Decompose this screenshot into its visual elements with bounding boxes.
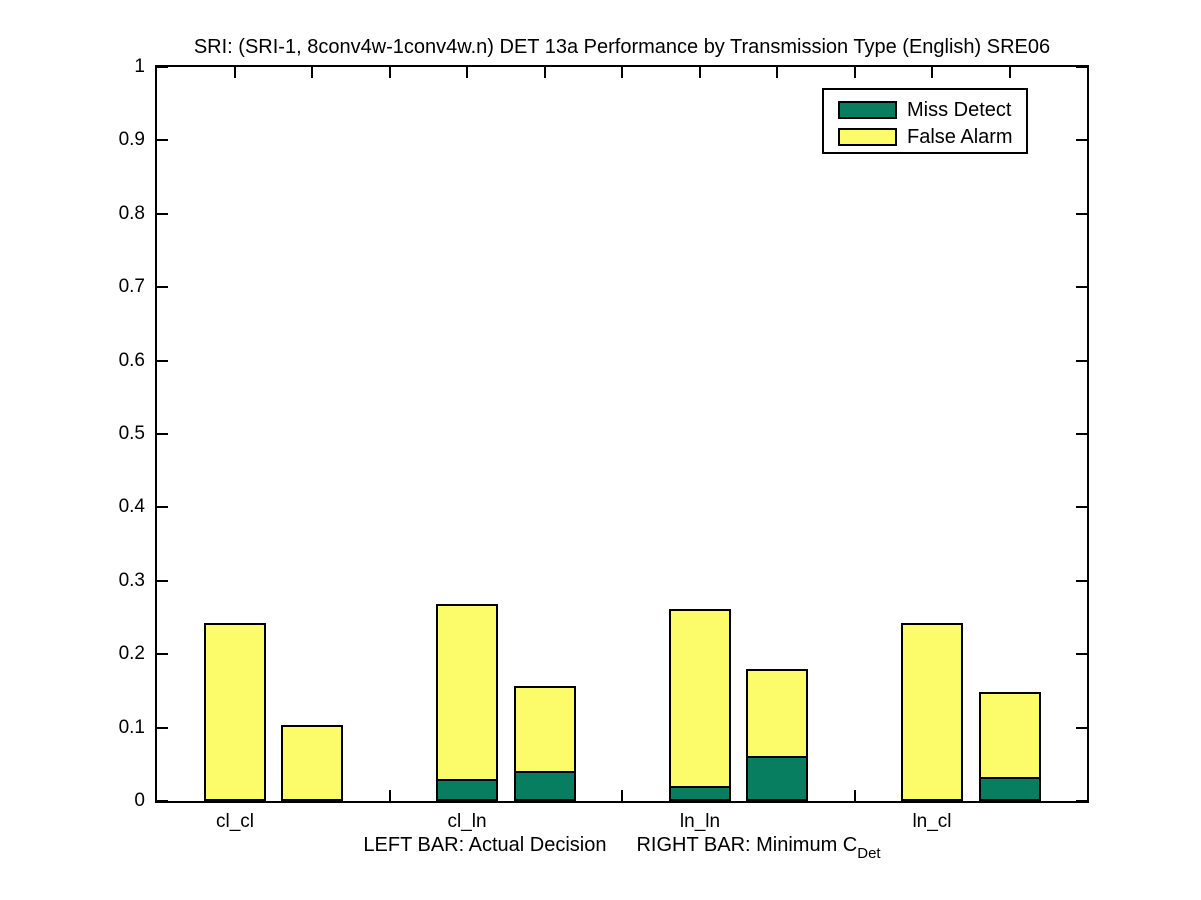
legend-label: False Alarm	[907, 125, 1013, 148]
x-axis-tick-top	[544, 67, 546, 78]
y-tick-label: 0.7	[118, 276, 145, 297]
y-axis-tick-right	[1076, 139, 1087, 141]
bar-segment-miss-detect	[438, 779, 496, 799]
bar-ln_cl-minimum_cdet	[979, 692, 1041, 801]
y-axis-tick-right	[1076, 360, 1087, 362]
plot-area	[155, 65, 1089, 803]
legend-swatch-miss_detect	[838, 100, 897, 119]
x-category-label: ln_cl	[912, 811, 952, 832]
x-axis-tick-top	[854, 67, 856, 78]
x-axis-label-right: RIGHT BAR: Minimum C	[636, 834, 858, 856]
y-axis-tick-right	[1076, 213, 1087, 215]
legend-item-false_alarm: False Alarm	[824, 123, 1026, 150]
y-tick-label: 0.3	[118, 570, 145, 591]
x-axis-tick-top	[466, 67, 468, 78]
bar-segment-miss-detect	[516, 771, 574, 799]
legend-label: Miss Detect	[907, 98, 1012, 121]
legend-box: Miss Detect False Alarm	[822, 88, 1028, 154]
x-axis-tick-top	[699, 67, 701, 78]
y-axis-tick-left	[157, 286, 168, 288]
y-axis-tick-left	[157, 139, 168, 141]
legend-item-miss_detect: Miss Detect	[824, 96, 1026, 123]
y-tick-label: 0.8	[118, 203, 145, 224]
y-tick-label: 0.5	[118, 423, 145, 444]
x-axis-label-subscript: Det	[857, 845, 881, 862]
y-axis-tick-left	[157, 360, 168, 362]
bar-ln_ln-minimum_cdet	[746, 669, 808, 801]
bar-segment-miss-detect	[671, 786, 729, 799]
x-axis-tick-bottom	[854, 790, 856, 801]
y-axis-tick-left	[157, 580, 168, 582]
y-axis-tick-left	[157, 66, 168, 68]
x-axis-tick-top	[234, 67, 236, 78]
y-tick-label: 0.2	[118, 643, 145, 664]
x-axis-tick-top	[621, 67, 623, 78]
y-tick-label: 0.9	[118, 129, 145, 150]
x-axis-tick-top	[1009, 67, 1011, 78]
y-axis-tick-right	[1076, 580, 1087, 582]
x-axis-tick-bottom	[389, 790, 391, 801]
chart-title: SRI: (SRI-1, 8conv4w-1conv4w.n) DET 13a …	[193, 36, 1051, 58]
bar-cl_cl-actual_decision	[204, 623, 266, 801]
y-tick-label: 0.1	[118, 717, 145, 738]
x-axis-tick-top	[311, 67, 313, 78]
y-axis-tick-left	[157, 433, 168, 435]
x-axis-tick-bottom	[621, 790, 623, 801]
y-axis-tick-right	[1076, 66, 1087, 68]
bar-segment-miss-detect	[981, 777, 1039, 799]
y-tick-label: 0.6	[118, 350, 145, 371]
y-tick-label: 1	[134, 56, 145, 77]
y-axis-tick-left	[157, 506, 168, 508]
x-axis-label-left: LEFT BAR: Actual Decision	[363, 834, 607, 856]
x-category-label: ln_ln	[679, 811, 721, 832]
y-axis-tick-right	[1076, 506, 1087, 508]
y-tick-label: 0.4	[118, 496, 145, 517]
y-tick-label: 0	[134, 790, 145, 811]
y-axis-tick-right	[1076, 653, 1087, 655]
y-axis-tick-left	[157, 727, 168, 729]
y-axis-tick-left	[157, 653, 168, 655]
bar-cl_cl-minimum_cdet	[281, 725, 343, 801]
y-axis-tick-right	[1076, 286, 1087, 288]
y-axis-tick-right	[1076, 433, 1087, 435]
y-axis-tick-right	[1076, 800, 1087, 802]
bar-cl_ln-minimum_cdet	[514, 686, 576, 801]
bar-ln_cl-actual_decision	[901, 623, 963, 801]
x-axis-label: LEFT BAR: Actual Decision RIGHT BAR: Mini…	[157, 834, 1087, 862]
y-axis-tick-left	[157, 800, 168, 802]
y-axis-tick-right	[1076, 727, 1087, 729]
x-axis-tick-top	[776, 67, 778, 78]
y-axis-tick-left	[157, 213, 168, 215]
bar-segment-miss-detect	[748, 756, 806, 799]
x-category-label: cl_cl	[215, 811, 254, 832]
x-axis-tick-top	[931, 67, 933, 78]
bar-ln_ln-actual_decision	[669, 609, 731, 801]
bar-cl_ln-actual_decision	[436, 604, 498, 801]
x-axis-tick-top	[389, 67, 391, 78]
legend-swatch-false_alarm	[838, 127, 897, 146]
x-category-label: cl_ln	[447, 811, 487, 832]
